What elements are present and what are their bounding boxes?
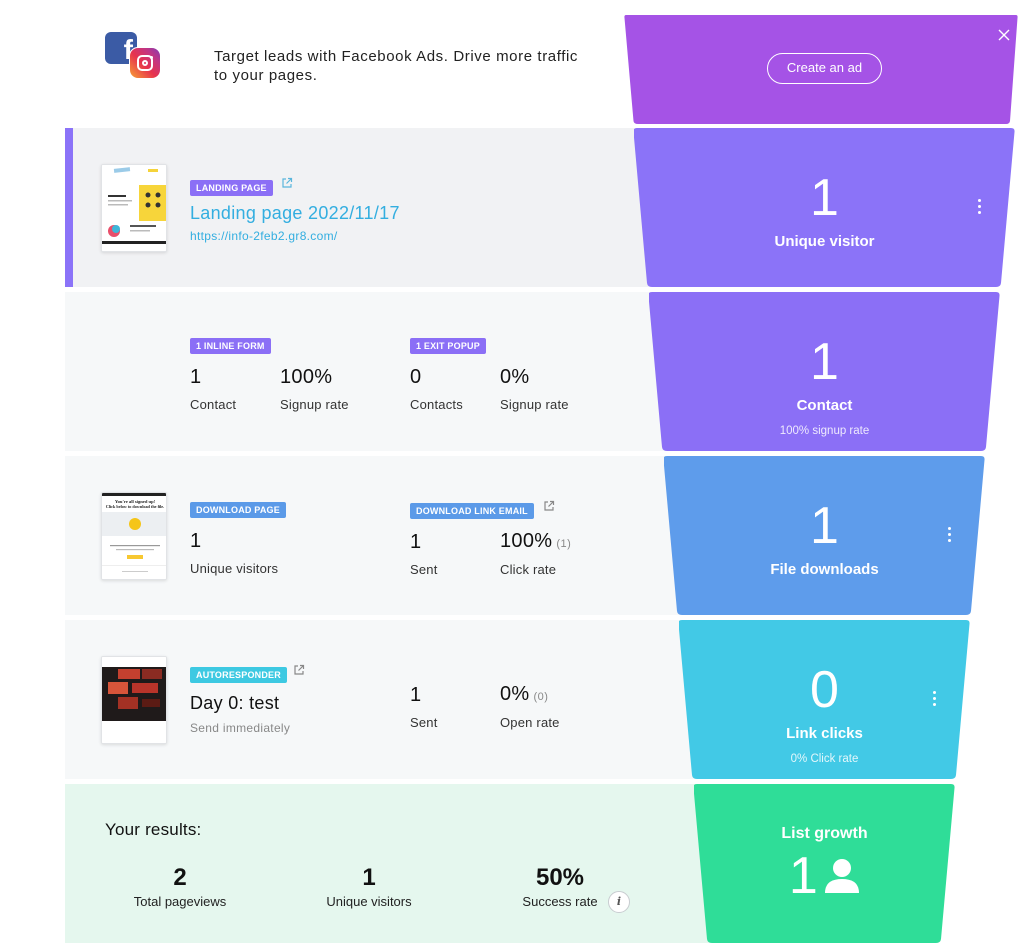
link-clicks-rate: 0% Click rate bbox=[790, 753, 859, 765]
inline-form-contacts: 1 bbox=[190, 366, 202, 388]
autoresponder-sent-label: Sent bbox=[410, 715, 438, 730]
results-heading: Your results: bbox=[105, 820, 202, 839]
contacts-count: 1 bbox=[810, 333, 839, 391]
landing-page-url[interactable]: https://info-2feb2.gr8.com/ bbox=[190, 229, 338, 243]
visitors-label: Unique visitor bbox=[774, 233, 875, 250]
external-link-icon[interactable] bbox=[543, 500, 555, 512]
funnel-stage-link-clicks bbox=[679, 620, 970, 779]
downloads-count: 1 bbox=[810, 497, 839, 555]
download-email-sent-label: Sent bbox=[410, 562, 438, 577]
download-page-visitors: 1 bbox=[190, 530, 202, 552]
link-clicks-count: 0 bbox=[810, 661, 839, 719]
exit-popup-rate-label: Signup rate bbox=[500, 397, 569, 412]
total-pageviews: 2 Total pageviews bbox=[133, 864, 227, 909]
inline-form-tag[interactable]: 1 INLINE FORM bbox=[190, 338, 271, 354]
contacts-label: Contact bbox=[796, 397, 853, 414]
autoresponder-schedule: Send immediately bbox=[190, 721, 291, 735]
download-email-click-count: (1) bbox=[556, 538, 572, 550]
landing-page-tag: LANDING PAGE bbox=[190, 180, 273, 196]
more-options-icon[interactable] bbox=[978, 199, 982, 217]
funnel-stage-list-growth bbox=[694, 784, 955, 943]
download-page-tag[interactable]: DOWNLOAD PAGE bbox=[190, 502, 286, 518]
list-growth-value: 1 bbox=[694, 850, 955, 902]
inline-form-rate-label: Signup rate bbox=[280, 397, 349, 412]
contacts-signup-rate: 100% signup rate bbox=[779, 425, 870, 437]
create-ad-button[interactable]: Create an ad bbox=[767, 53, 882, 84]
funnel-stage-downloads bbox=[664, 456, 985, 615]
autoresponder-open-count: (0) bbox=[533, 691, 549, 703]
svg-text:You're all signed up!: You're all signed up! bbox=[115, 499, 156, 504]
list-growth-label: List growth bbox=[781, 825, 868, 842]
download-email-click-rate: 100% (1) bbox=[500, 530, 572, 552]
external-link-icon[interactable] bbox=[293, 664, 305, 676]
exit-popup-tag[interactable]: 1 EXIT POPUP bbox=[410, 338, 486, 354]
more-options-icon[interactable] bbox=[948, 527, 952, 545]
inline-form-contacts-label: Contact bbox=[190, 397, 237, 412]
autoresponder-title[interactable]: Day 0: test bbox=[190, 693, 280, 713]
ad-promo-text: Target leads with Facebook Ads. Drive mo… bbox=[214, 48, 579, 84]
landing-page-title[interactable]: Landing page 2022/11/17 bbox=[190, 203, 400, 223]
exit-popup-rate: 0% bbox=[500, 366, 530, 388]
close-icon[interactable] bbox=[998, 29, 1010, 41]
svg-text:Click below to download the fi: Click below to download the file. bbox=[106, 504, 164, 509]
downloads-label: File downloads bbox=[770, 561, 879, 578]
autoresponder-thumbnail[interactable] bbox=[101, 656, 167, 744]
info-icon[interactable]: i bbox=[608, 891, 630, 913]
results-row bbox=[65, 784, 805, 943]
download-email-sent: 1 bbox=[410, 531, 422, 553]
link-clicks-label: Link clicks bbox=[786, 725, 863, 742]
download-page-visitors-label: Unique visitors bbox=[190, 561, 279, 576]
instagram-logo bbox=[129, 47, 161, 79]
exit-popup-contacts-label: Contacts bbox=[410, 397, 463, 412]
landing-page-thumbnail[interactable] bbox=[101, 164, 167, 252]
results-unique-visitors: 1 Unique visitors bbox=[326, 864, 412, 909]
inline-form-rate: 100% bbox=[280, 366, 333, 388]
ad-panel bbox=[624, 15, 1018, 124]
autoresponder-open-rate-label: Open rate bbox=[500, 715, 560, 730]
autoresponder-sent: 1 bbox=[410, 684, 422, 706]
external-link-icon[interactable] bbox=[281, 177, 293, 189]
more-options-icon[interactable] bbox=[933, 691, 937, 709]
user-icon bbox=[825, 859, 860, 893]
autoresponder-tag[interactable]: AUTORESPONDER bbox=[190, 667, 287, 683]
exit-popup-contacts: 0 bbox=[410, 366, 422, 388]
visitors-count: 1 bbox=[810, 169, 839, 227]
download-page-thumbnail[interactable]: You're all signed up! Click below to dow… bbox=[101, 492, 167, 580]
success-rate: 50% Success rate bbox=[522, 864, 598, 909]
funnel-stage-contacts bbox=[649, 292, 1000, 451]
autoresponder-open-rate: 0% (0) bbox=[500, 683, 549, 705]
landing-page-tag-wrap: LANDING PAGE bbox=[190, 178, 273, 196]
download-link-email-tag[interactable]: DOWNLOAD LINK EMAIL bbox=[410, 503, 534, 519]
download-email-click-rate-label: Click rate bbox=[500, 562, 557, 577]
funnel-stage-visitors bbox=[634, 128, 1015, 287]
